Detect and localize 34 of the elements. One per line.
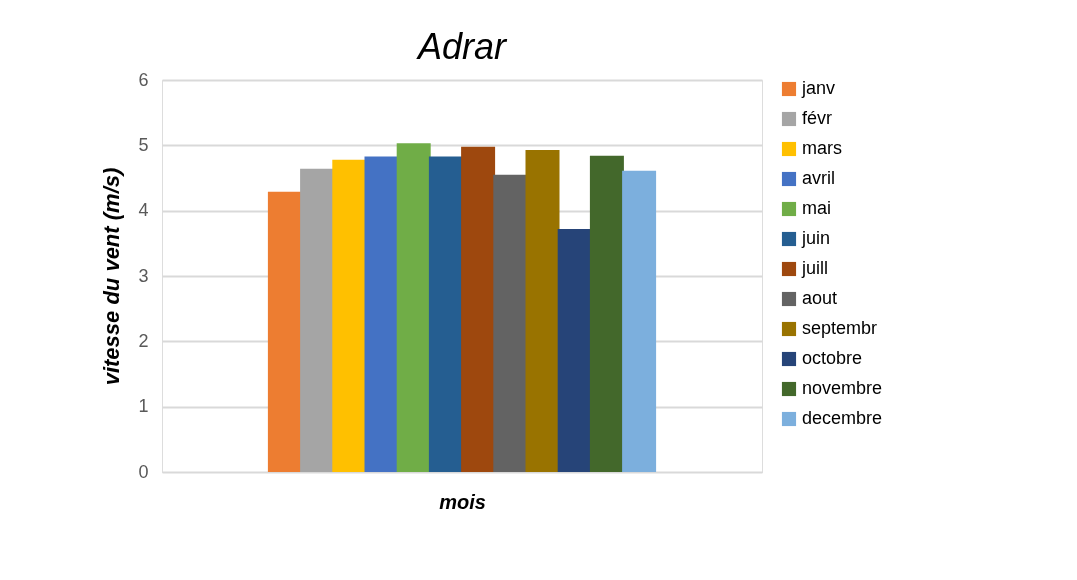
bar <box>300 168 335 472</box>
y-axis-title: vitesse du vent (m/s) <box>99 167 125 386</box>
legend-label: aout <box>802 288 838 308</box>
legend-label: novembre <box>802 378 883 398</box>
legend-label: decembre <box>802 408 883 428</box>
bar <box>493 174 528 472</box>
bar <box>364 156 399 472</box>
y-tick-label: 2 <box>138 330 149 351</box>
legend-label: janv <box>801 78 836 98</box>
bar <box>267 191 302 472</box>
bar <box>428 156 463 472</box>
y-tick-label: 6 <box>138 69 149 90</box>
legend-label: juin <box>801 228 831 248</box>
legend-label: avril <box>802 168 836 188</box>
legend-label: mars <box>802 138 842 158</box>
bar <box>396 143 431 472</box>
y-tick-label: 1 <box>138 396 149 417</box>
y-tick-label: 5 <box>138 134 149 155</box>
y-tick-label: 0 <box>138 461 149 482</box>
bar <box>461 146 496 472</box>
bar <box>589 155 624 472</box>
bar <box>525 149 560 472</box>
chart-title: Adrar <box>415 26 509 67</box>
legend-label: septembr <box>802 318 878 338</box>
legend-label: févr <box>802 108 833 128</box>
y-tick-label: 4 <box>138 200 149 221</box>
legend-label: mai <box>802 198 832 218</box>
x-axis-title: mois <box>439 490 486 513</box>
legend-label: juill <box>801 258 829 278</box>
legend-label: octobre <box>802 348 863 368</box>
bar <box>622 170 657 472</box>
bar <box>557 228 592 472</box>
bar <box>332 159 367 472</box>
y-tick-label: 3 <box>138 265 149 286</box>
